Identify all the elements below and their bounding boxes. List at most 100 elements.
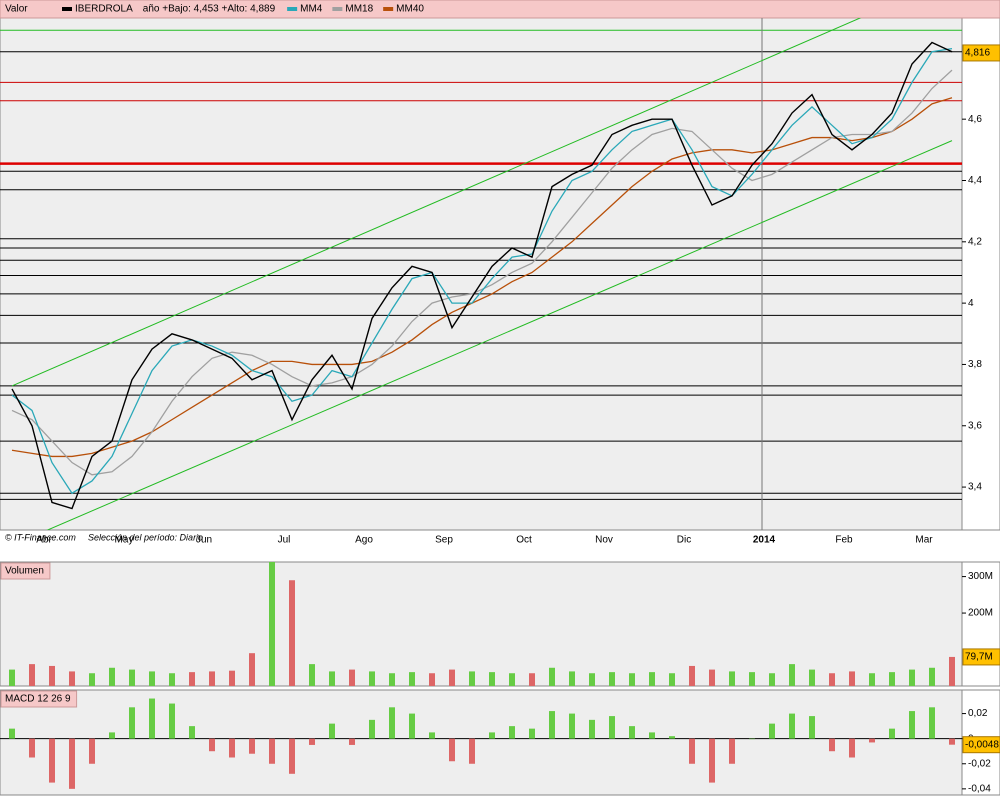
y-tick-label: 3,6: [968, 420, 982, 431]
bar: [549, 667, 555, 686]
bar: [329, 671, 335, 686]
bar: [629, 673, 635, 686]
bar: [89, 738, 95, 764]
bar: [769, 673, 775, 686]
bar: [929, 667, 935, 686]
legend-swatch: [287, 7, 298, 11]
bar: [209, 738, 215, 752]
panel-label-bg: [0, 562, 51, 580]
bar: [609, 716, 615, 739]
series-line: [11, 97, 953, 458]
bar: [509, 726, 515, 739]
bar: [609, 672, 615, 686]
x-tick-label: Abr: [36, 535, 52, 546]
bar: [809, 669, 815, 686]
series-line: [11, 41, 953, 510]
bar: [469, 738, 475, 764]
legend-label: MM18: [345, 4, 373, 15]
legend-swatch: [383, 7, 394, 11]
bar: [289, 580, 295, 686]
bar: [49, 665, 55, 686]
bar: [369, 719, 375, 739]
bar: [909, 711, 915, 739]
bar: [869, 673, 875, 686]
bar: [29, 738, 35, 758]
plot-area: [11, 18, 953, 530]
bar: [289, 738, 295, 774]
bar: [169, 673, 175, 686]
channel-line: [46, 140, 953, 530]
x-tick-label: Sep: [435, 535, 453, 546]
bar: [569, 671, 575, 686]
y-tick-label: -0,04: [968, 783, 991, 794]
bar: [589, 673, 595, 686]
bar: [929, 707, 935, 739]
bar: [429, 673, 435, 686]
panel-bg: [0, 689, 963, 796]
bar: [189, 672, 195, 686]
bar: [769, 723, 775, 739]
panel-label: Volumen: [5, 566, 44, 577]
bar: [9, 669, 15, 686]
x-tick-label: Dic: [677, 535, 691, 546]
x-tick-label: Ago: [355, 535, 373, 546]
bar: [389, 707, 395, 739]
bar: [749, 738, 755, 740]
y-tick-label: 200M: [968, 608, 993, 619]
bar: [49, 738, 55, 783]
last-value-box: [962, 44, 1000, 62]
panel-bg: [0, 17, 963, 531]
bar: [269, 562, 275, 686]
bar: [149, 671, 155, 686]
bar: [209, 671, 215, 686]
bar: [689, 665, 695, 686]
y-tick-label: 3,8: [968, 359, 982, 370]
x-tick-label: Jun: [196, 535, 212, 546]
bar: [449, 738, 455, 762]
bar: [149, 698, 155, 739]
bar: [9, 728, 15, 739]
bar: [889, 728, 895, 739]
bar: [689, 738, 695, 764]
header-annotation: año +Bajo: 4,453 +Alto: 4,889: [143, 4, 276, 15]
bar: [89, 673, 95, 686]
bar: [409, 672, 415, 686]
bar: [109, 732, 115, 739]
bar: [589, 719, 595, 739]
x-tick-label: Mar: [915, 535, 933, 546]
bar: [829, 738, 835, 752]
bar: [229, 738, 235, 758]
bar: [329, 723, 335, 739]
legend-label: IBERDROLA: [75, 4, 133, 15]
bar: [789, 664, 795, 686]
legend-swatch: [62, 7, 72, 11]
legend-label: MM40: [396, 4, 424, 15]
bar: [409, 713, 415, 739]
x-tick-label: Feb: [835, 535, 853, 546]
panel-bg: [0, 561, 963, 687]
bar: [489, 672, 495, 686]
series-line: [11, 69, 953, 476]
bar: [829, 673, 835, 686]
axis-bg: [961, 17, 1000, 531]
bar: [389, 673, 395, 686]
x-tick-label: May: [115, 535, 134, 546]
bar: [729, 671, 735, 686]
bar: [529, 728, 535, 739]
bar: [789, 713, 795, 739]
bar: [849, 671, 855, 686]
bar: [309, 738, 315, 745]
bar: [369, 671, 375, 686]
bar: [489, 732, 495, 739]
bar: [249, 738, 255, 754]
panel-label: Valor: [5, 4, 28, 15]
bar: [649, 732, 655, 739]
bar: [949, 656, 955, 686]
x-tick-label: 2014: [753, 535, 776, 546]
footer: Selección del período: Diario: [88, 532, 203, 542]
legend-label: MM4: [300, 4, 323, 15]
bar: [509, 673, 515, 686]
last-value-box: [962, 648, 1000, 666]
bar: [949, 738, 955, 745]
